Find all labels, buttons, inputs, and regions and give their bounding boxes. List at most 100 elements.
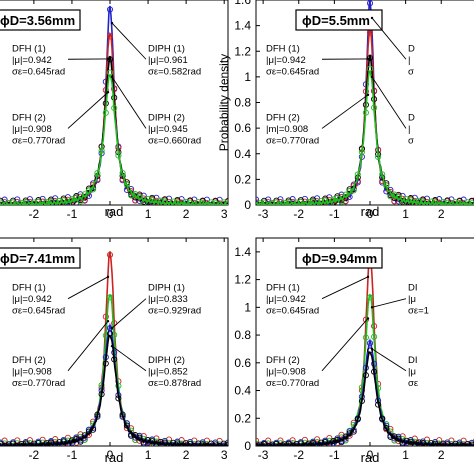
annotation-text: σε=0.770rad (12, 135, 65, 146)
annotation-text: |μ|=0.942 (12, 294, 52, 305)
x-axis-label: rad (105, 204, 124, 219)
annotation-leader-tip (370, 306, 374, 309)
annotation-text: σε=0.770rad (266, 135, 319, 146)
x-tick-label: 1 (145, 448, 152, 462)
y-tick-label: 1.2 (234, 273, 251, 287)
series-point (399, 200, 406, 205)
series-point (362, 109, 369, 116)
series-point (43, 198, 50, 205)
annotation-text: | (408, 124, 410, 135)
y-tick-label: 0 (244, 198, 251, 212)
series-point (407, 197, 414, 204)
series-point (440, 440, 447, 446)
series-point (56, 201, 63, 205)
series-point (468, 441, 474, 446)
series-point (305, 199, 312, 205)
annotation-leader (321, 94, 369, 129)
series-point (379, 171, 386, 178)
series-point (64, 201, 71, 205)
series-point (106, 69, 114, 76)
series-point (140, 440, 147, 446)
series-point (342, 433, 349, 440)
y-tick-label: 0.6 (234, 356, 251, 370)
y-tick-label: 0.8 (234, 328, 251, 342)
annotation-leader-tip (110, 326, 114, 330)
series-point (106, 330, 114, 337)
panel-title-box (0, 247, 81, 269)
series-point (423, 201, 431, 205)
annotation-leader (67, 91, 109, 129)
series-point (191, 201, 198, 205)
annotation-leader (371, 76, 407, 129)
series-point (69, 196, 76, 203)
series-point (448, 201, 455, 205)
series-point (411, 201, 418, 205)
x-tick-label: 3 (221, 207, 228, 221)
x-tick-label: -1 (67, 207, 78, 221)
annotation-text: DFH (1) (12, 43, 46, 54)
series-point (358, 148, 365, 156)
annotation-text: σε=0.645rad (266, 66, 319, 77)
annotation-leader (321, 318, 369, 372)
series-point (452, 199, 459, 205)
series-point (309, 440, 317, 446)
series-point (309, 198, 317, 205)
annotation-text: DIPH (2) (148, 355, 185, 366)
y-tick-label: 1.4 (234, 19, 251, 33)
x-tick-label: -3 (258, 207, 269, 221)
series-point (39, 442, 46, 446)
annotation-leader (67, 276, 109, 300)
series-point (318, 198, 325, 205)
annotation-text: |μ|=0.908 (12, 366, 52, 377)
series-point (354, 171, 361, 178)
annotation-text: |μ|=0.945 (148, 124, 188, 135)
series-point (94, 170, 101, 177)
series-point (346, 430, 353, 437)
annotation-text: | (408, 55, 410, 66)
series-point (81, 197, 88, 204)
series-point (224, 197, 228, 205)
series-point (366, 347, 374, 354)
annotation-text: DFH (2) (266, 112, 300, 123)
series-point (153, 201, 160, 205)
series-point (60, 195, 67, 202)
series-point (208, 199, 215, 205)
series-point (165, 442, 173, 446)
x-tick-label: -3 (258, 448, 269, 462)
series-point (326, 201, 333, 205)
x-tick-label: -2 (293, 448, 304, 462)
annotation-leader-tip (110, 21, 114, 25)
annotation-text: DI (408, 355, 418, 366)
annotation-leader-tip (106, 275, 110, 279)
series-point (419, 198, 426, 205)
series-point (350, 187, 357, 194)
series-point (153, 442, 160, 446)
series-point (322, 439, 329, 446)
annotation-text: |μ|=0.908 (12, 124, 52, 135)
y-tick-label: 0.4 (234, 147, 251, 161)
y-tick-label: 0.2 (234, 411, 251, 425)
chart-panel-2: -3 -2 -1 0 1 2 3 0 0.2 0.4 0.6 0.8 1 1.2 1.4 1.6 rad Prob… (217, 0, 474, 221)
series-point (472, 443, 474, 446)
annotation-text: DFH (2) (266, 355, 300, 366)
panel-title-box (295, 9, 383, 31)
annotation-text: |μ|=0.833 (148, 294, 188, 305)
series-point (318, 439, 325, 446)
series-point (220, 440, 227, 446)
series-point (106, 33, 114, 40)
series-point (136, 434, 143, 441)
series-point (334, 195, 341, 202)
annotation-leader-tip (106, 91, 110, 94)
x-tick-label: 2 (183, 448, 190, 462)
series-point (383, 425, 390, 432)
annotation-text: DIPH (1) (148, 43, 185, 54)
series-point (224, 200, 228, 205)
series-point (366, 0, 374, 7)
x-tick-label: 0 (107, 448, 114, 462)
series-point (301, 201, 308, 205)
y-tick-label: 1.6 (234, 0, 251, 7)
series-point (293, 440, 300, 446)
series-point (182, 198, 189, 205)
x-tick-label: -2 (29, 448, 40, 462)
